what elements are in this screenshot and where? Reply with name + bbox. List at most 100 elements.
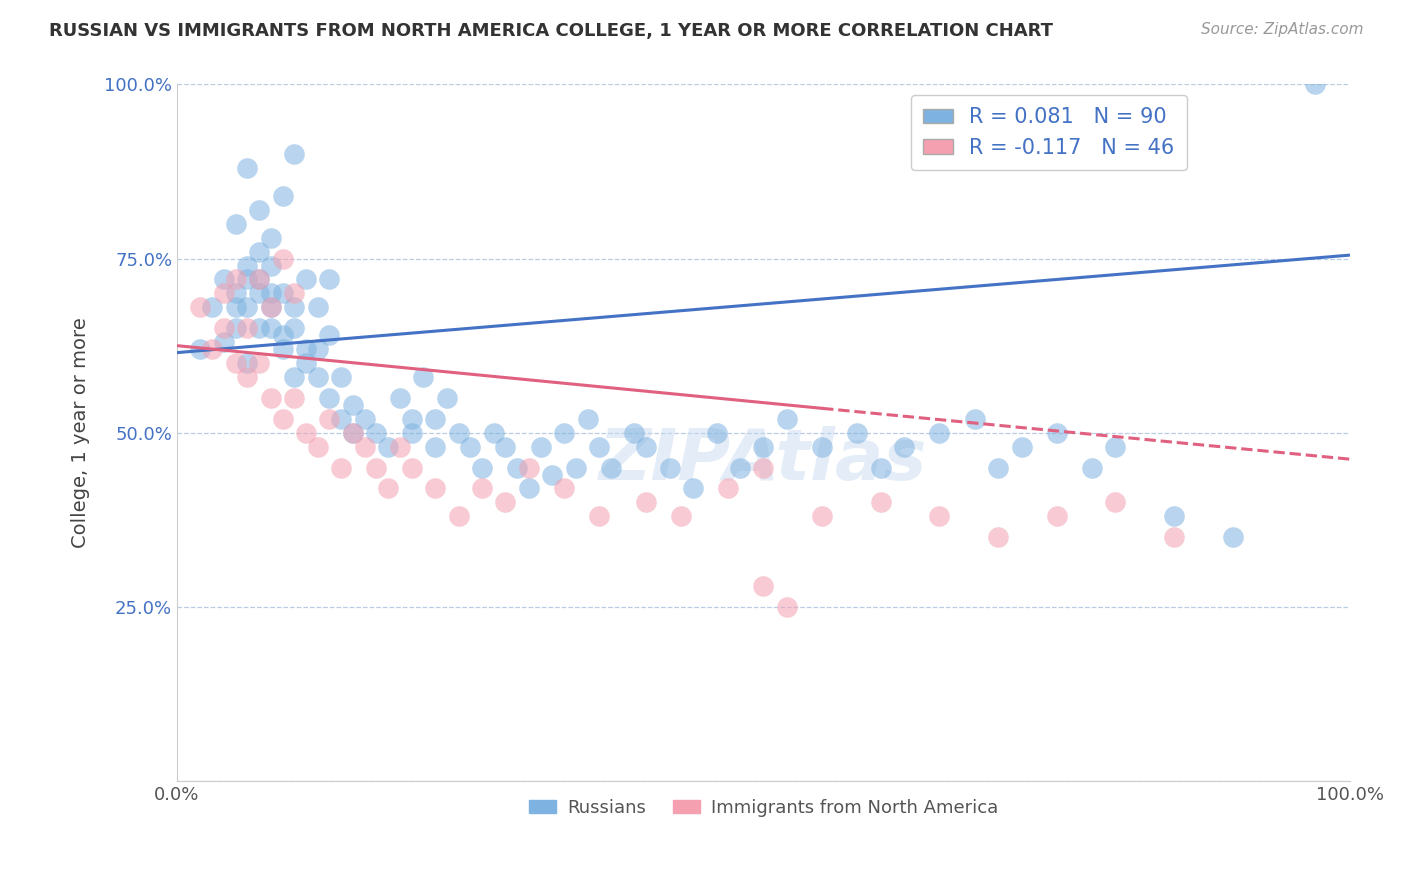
Point (377, 440, 399, 454)
Point (283, 370, 305, 384)
Point (482, 425, 505, 440)
Point (225, 217, 247, 231)
Point (236, 370, 259, 384)
Text: RUSSIAN VS IMMIGRANTS FROM NORTH AMERICA COLLEGE, 1 YEAR OR MORE CORRELATION CHA: RUSSIAN VS IMMIGRANTS FROM NORTH AMERICA… (49, 22, 1053, 40)
Point (307, 370, 329, 384)
Point (225, 321, 247, 335)
Point (295, 356, 318, 370)
Y-axis label: College, 1 year or more: College, 1 year or more (72, 318, 90, 548)
Point (330, 411, 353, 425)
Point (283, 391, 305, 405)
Point (201, 342, 224, 356)
Point (271, 328, 294, 343)
Point (271, 252, 294, 266)
Point (271, 286, 294, 301)
Point (752, 440, 775, 454)
Point (225, 272, 247, 286)
Text: ZIPAtlas: ZIPAtlas (599, 426, 928, 495)
Point (342, 398, 364, 412)
Point (247, 244, 270, 259)
Point (517, 460, 540, 475)
Point (225, 301, 247, 315)
Point (342, 425, 364, 440)
Point (1011, 440, 1033, 454)
Point (271, 189, 294, 203)
Point (201, 301, 224, 315)
Point (776, 411, 799, 425)
Point (1104, 440, 1126, 454)
Point (401, 411, 423, 425)
Point (307, 342, 329, 356)
Point (342, 425, 364, 440)
Point (366, 425, 388, 440)
Point (728, 460, 751, 475)
Point (588, 440, 610, 454)
Point (271, 342, 294, 356)
Point (963, 411, 986, 425)
Point (260, 301, 283, 315)
Point (247, 356, 270, 370)
Point (377, 482, 399, 496)
Legend: Russians, Immigrants from North America: Russians, Immigrants from North America (522, 792, 1005, 824)
Point (471, 482, 494, 496)
Point (247, 286, 270, 301)
Point (588, 509, 610, 524)
Point (846, 425, 869, 440)
Point (752, 460, 775, 475)
Point (307, 301, 329, 315)
Point (752, 579, 775, 593)
Point (236, 259, 259, 273)
Point (225, 356, 247, 370)
Point (636, 440, 658, 454)
Point (212, 286, 235, 301)
Point (212, 321, 235, 335)
Point (283, 321, 305, 335)
Text: Source: ZipAtlas.com: Source: ZipAtlas.com (1201, 22, 1364, 37)
Point (190, 342, 212, 356)
Point (260, 301, 283, 315)
Point (928, 509, 950, 524)
Point (283, 147, 305, 161)
Point (366, 460, 388, 475)
Point (458, 440, 481, 454)
Point (553, 482, 575, 496)
Point (318, 391, 340, 405)
Point (212, 335, 235, 350)
Point (471, 460, 494, 475)
Point (1222, 530, 1244, 544)
Point (212, 272, 235, 286)
Point (260, 259, 283, 273)
Point (295, 342, 318, 356)
Point (506, 460, 529, 475)
Point (600, 460, 623, 475)
Point (388, 440, 411, 454)
Point (530, 440, 553, 454)
Point (776, 599, 799, 614)
Point (869, 460, 891, 475)
Point (1303, 78, 1326, 92)
Point (353, 411, 375, 425)
Point (330, 460, 353, 475)
Point (247, 321, 270, 335)
Point (247, 202, 270, 217)
Point (447, 425, 470, 440)
Point (353, 440, 375, 454)
Point (388, 391, 411, 405)
Point (412, 370, 434, 384)
Point (401, 425, 423, 440)
Point (1163, 530, 1185, 544)
Point (225, 286, 247, 301)
Point (260, 321, 283, 335)
Point (295, 425, 318, 440)
Point (447, 509, 470, 524)
Point (271, 411, 294, 425)
Point (658, 460, 681, 475)
Point (423, 440, 446, 454)
Point (283, 301, 305, 315)
Point (423, 411, 446, 425)
Point (436, 391, 458, 405)
Point (682, 482, 704, 496)
Point (190, 301, 212, 315)
Point (318, 272, 340, 286)
Point (283, 286, 305, 301)
